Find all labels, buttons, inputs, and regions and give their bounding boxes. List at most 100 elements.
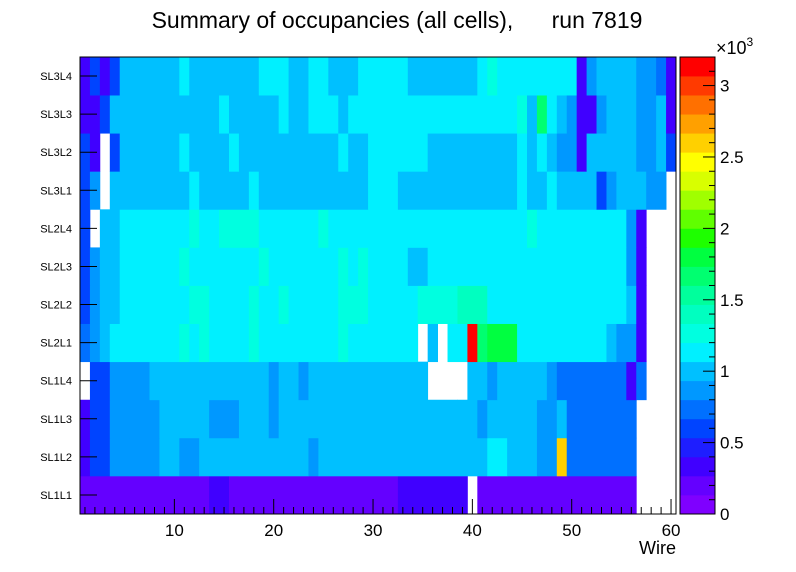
- heatmap-cell: [109, 323, 180, 363]
- heatmap-cell: [258, 323, 339, 363]
- heatmap-cell: [527, 95, 538, 134]
- palette-swatch: [680, 285, 715, 305]
- heatmap-cell: [119, 133, 180, 172]
- x-tick-label: 20: [264, 521, 283, 540]
- heatmap-cell: [308, 437, 319, 477]
- heatmap-cell: [268, 399, 280, 439]
- heatmap-cell: [119, 285, 190, 324]
- y-tick-label: SL1L3: [40, 414, 72, 426]
- heatmap-cell: [358, 57, 409, 96]
- chart-title: Summary of occupancies (all cells), run …: [152, 7, 643, 33]
- palette-swatch: [680, 95, 715, 115]
- heatmap-cell: [636, 133, 657, 172]
- heatmap-cell: [209, 475, 230, 515]
- palette-swatch: [680, 171, 715, 191]
- heatmap-cell: [159, 399, 210, 439]
- heatmap-cell: [119, 209, 190, 248]
- palette-swatch: [680, 133, 715, 153]
- heatmap-cell: [109, 361, 150, 401]
- heatmap-cell: [298, 361, 309, 401]
- heatmap-cell: [288, 95, 309, 134]
- heatmap-cell: [308, 95, 339, 134]
- y-tick-label: SL3L3: [40, 109, 72, 121]
- palette-swatch: [680, 399, 715, 420]
- heatmap-cell: [527, 209, 538, 248]
- heatmap-cell: [179, 133, 190, 172]
- heatmap-cell: [109, 399, 160, 439]
- heatmap-cell: [556, 361, 627, 401]
- heatmap-cell: [596, 95, 607, 134]
- heatmap-cell: [348, 95, 419, 134]
- heatmap-cell: [636, 209, 647, 248]
- y-tick-label: SL3L2: [40, 147, 72, 159]
- heatmap-cell: [656, 133, 667, 172]
- heatmap-cell: [417, 285, 458, 324]
- heatmap-cell: [517, 95, 528, 134]
- heatmap-cell: [189, 57, 260, 96]
- heatmap-cell: [487, 323, 518, 363]
- y-tick-label: SL3L4: [40, 71, 72, 83]
- heatmap-cell: [626, 285, 637, 324]
- heatmap-cell: [636, 285, 647, 324]
- x-tick-label: 60: [662, 521, 681, 540]
- heatmap-cell: [427, 247, 627, 286]
- heatmap-cell: [368, 171, 399, 210]
- heatmap-cell: [477, 399, 488, 439]
- heatmap-cell: [199, 323, 210, 363]
- heatmap-cell: [397, 171, 518, 210]
- heatmap-cell: [318, 437, 488, 477]
- heatmap-cell: [248, 285, 260, 324]
- heatmap-cell: [656, 95, 667, 134]
- y-tick-label: SL2L3: [40, 261, 72, 273]
- heatmap-cell: [338, 133, 349, 172]
- heatmap-cell: [427, 323, 438, 363]
- heatmap-cell: [556, 171, 597, 210]
- heatmap-cell: [189, 247, 260, 286]
- heatmap-cell: [407, 247, 429, 286]
- heatmap-cell: [109, 437, 131, 477]
- heatmap-cell: [308, 361, 429, 401]
- heatmap-cell: [487, 399, 538, 439]
- palette-swatch: [680, 266, 715, 286]
- heatmap-cell: [477, 57, 488, 96]
- heatmap-cell: [318, 209, 329, 248]
- heatmap-cell: [556, 95, 568, 134]
- heatmap-cell: [487, 57, 498, 96]
- y-tick-label: SL3L1: [40, 185, 72, 197]
- palette-swatch: [680, 209, 715, 229]
- heatmap-cell: [487, 285, 627, 324]
- heatmap-cell: [487, 437, 508, 477]
- heatmap-cell: [229, 133, 240, 172]
- heatmap-cell: [109, 171, 190, 210]
- z-tick-label: 1: [720, 362, 729, 381]
- palette-swatch: [680, 380, 715, 401]
- heatmap-cell: [576, 57, 587, 96]
- palette-swatch: [680, 361, 715, 382]
- heatmap-cell: [129, 437, 160, 477]
- heatmap-cell: [238, 437, 309, 477]
- heatmap-cell: [179, 247, 190, 286]
- heatmap-cell: [258, 209, 319, 248]
- heatmap-cell: [586, 57, 597, 96]
- color-palette-bar: [679, 56, 716, 515]
- heatmap-cell: [238, 133, 339, 172]
- heatmap-cell: [268, 361, 280, 401]
- heatmap-cell: [109, 133, 121, 172]
- palette-swatch: [680, 342, 715, 363]
- heatmap-cell: [328, 209, 528, 248]
- heatmap-cell: [517, 323, 607, 363]
- heatmap-cell: [238, 399, 270, 439]
- heatmap-cell: [278, 399, 458, 439]
- heatmap-cell: [566, 399, 637, 439]
- heatmap-cell: [447, 323, 468, 363]
- heatmap-cell: [666, 133, 677, 172]
- heatmap-cell: [288, 285, 339, 324]
- heatmap-cell: [636, 323, 647, 363]
- heatmap-cell: [497, 361, 548, 401]
- y-tick-label: SL2L4: [40, 223, 72, 235]
- heatmap-cell: [477, 475, 637, 515]
- y-axis: SL1L1 SL1L2 SL1L3 SL1L4 SL2L1 SL2L2 SL2L3 SL2L4…: [40, 71, 97, 502]
- heatmap-cell: [566, 437, 637, 477]
- exponent-power: 3: [747, 35, 754, 49]
- heatmap-cell: [636, 57, 657, 96]
